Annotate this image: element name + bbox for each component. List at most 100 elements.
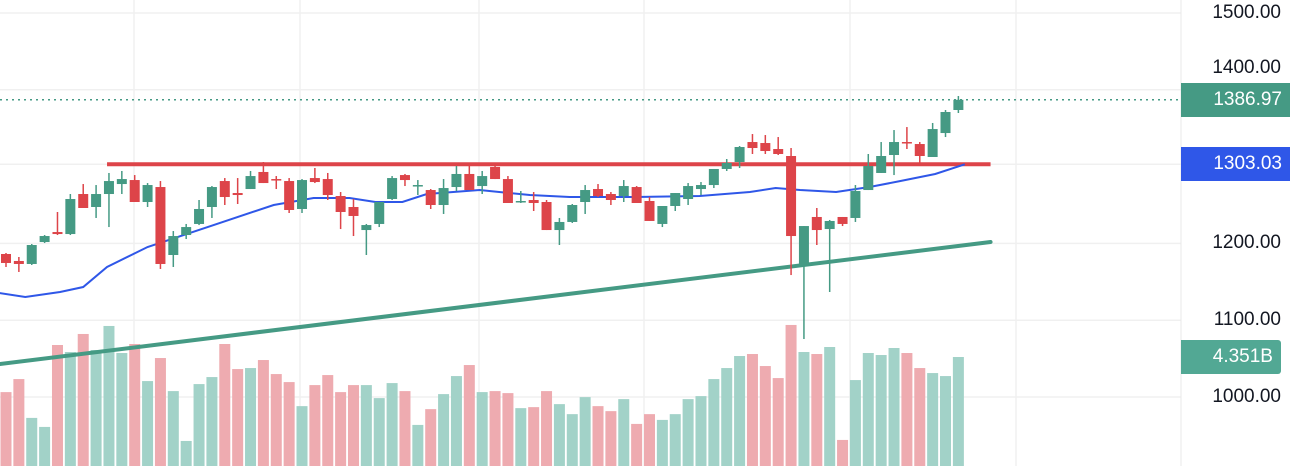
candle-up <box>39 236 50 243</box>
volume-bars <box>0 324 964 466</box>
candle-up <box>438 188 449 205</box>
volume-bar <box>425 409 437 466</box>
volume-bar <box>528 407 540 466</box>
drawings <box>0 99 1181 366</box>
volume-bar <box>669 414 681 466</box>
volume-bar <box>940 376 952 466</box>
candle-up <box>683 186 694 200</box>
volume-bar <box>862 353 874 466</box>
volume-bar <box>399 391 411 466</box>
last-price-tag: 1386.97 <box>1181 83 1290 117</box>
candle-up <box>374 202 385 224</box>
price-axis-label: 1100.00 <box>1213 309 1281 330</box>
volume-bar <box>798 352 810 466</box>
candle-down <box>129 180 140 203</box>
candle-down <box>605 194 616 201</box>
volume-bar <box>26 417 38 466</box>
candle-up <box>670 193 681 206</box>
price-axis-label: 1000.00 <box>1212 386 1281 407</box>
candle-up <box>695 185 706 190</box>
volume-bar <box>592 406 604 466</box>
volume-bar <box>450 376 462 466</box>
candle-down <box>425 190 436 205</box>
candle-up <box>65 199 76 235</box>
candle-up <box>889 142 900 156</box>
candle-down <box>335 196 346 212</box>
volume-bar <box>0 392 12 466</box>
candle-down <box>322 179 333 196</box>
volume-bar <box>837 439 849 466</box>
volume-bar <box>386 383 398 466</box>
volume-bar <box>77 333 89 466</box>
candle-down <box>901 142 912 144</box>
volume-bar <box>116 353 128 466</box>
candle-down <box>786 156 797 237</box>
volume-bar <box>553 404 565 466</box>
candle-down <box>490 166 501 180</box>
volume-bar <box>759 366 771 466</box>
volume-bar <box>927 373 939 466</box>
candle-up <box>194 208 205 224</box>
candle-down <box>1 253 11 263</box>
volume-bar <box>721 368 733 466</box>
volume-bar <box>412 424 424 466</box>
candle-up <box>181 227 192 236</box>
volume-bar <box>463 365 475 466</box>
candle-up <box>91 194 102 207</box>
volume-bar <box>631 423 643 466</box>
volume-bar <box>167 391 179 466</box>
volume-bar <box>914 368 926 466</box>
candles <box>1 96 964 340</box>
candle-up <box>824 220 835 230</box>
volume-bar <box>219 343 231 466</box>
candle-down <box>593 189 604 197</box>
candle-down <box>528 200 539 204</box>
candle-up <box>567 205 578 222</box>
candle-up <box>734 147 745 162</box>
volume-bar <box>888 348 900 466</box>
volume-bar <box>618 399 630 466</box>
volume-bar <box>566 414 578 466</box>
candle-up <box>554 221 565 231</box>
volume-bar <box>695 396 707 466</box>
volume-bar <box>515 408 527 466</box>
volume-bar <box>489 391 501 466</box>
moving-average-tag: 1303.03 <box>1181 147 1290 181</box>
price-axis-label: 1400.00 <box>1212 57 1281 78</box>
volume-bar <box>193 384 205 466</box>
candle-down <box>348 206 359 216</box>
volume-bar <box>682 399 694 466</box>
volume-bar <box>438 394 450 466</box>
volume-bar <box>103 325 115 466</box>
candle-up <box>863 165 874 191</box>
candle-up <box>361 225 372 231</box>
volume-tag: 4.351B <box>1181 340 1281 374</box>
volume-bar <box>347 385 359 466</box>
volume-bar <box>824 347 836 466</box>
volume-bar <box>644 414 655 466</box>
candle-down <box>773 149 784 155</box>
volume-bar <box>283 382 295 466</box>
volume-bar <box>206 377 218 466</box>
candle-down <box>811 216 822 231</box>
candle-up <box>927 129 938 157</box>
volume-bar <box>90 350 102 466</box>
candle-down <box>914 144 925 157</box>
candle-down <box>13 260 24 264</box>
candle-down <box>219 181 230 198</box>
volume-bar <box>335 392 347 466</box>
price-axis-label: 1200.00 <box>1212 232 1281 253</box>
volume-bar <box>257 360 269 466</box>
candle-up <box>103 181 114 195</box>
candle-up <box>142 185 153 203</box>
candle-up <box>708 168 719 186</box>
volume-bar <box>541 391 553 466</box>
volume-bar <box>360 385 372 466</box>
volume-bar <box>746 354 758 466</box>
candle-up <box>206 187 217 207</box>
volume-bar <box>476 392 488 466</box>
volume-bar <box>579 397 591 466</box>
candle-down <box>271 179 282 181</box>
trend-line <box>0 240 993 366</box>
